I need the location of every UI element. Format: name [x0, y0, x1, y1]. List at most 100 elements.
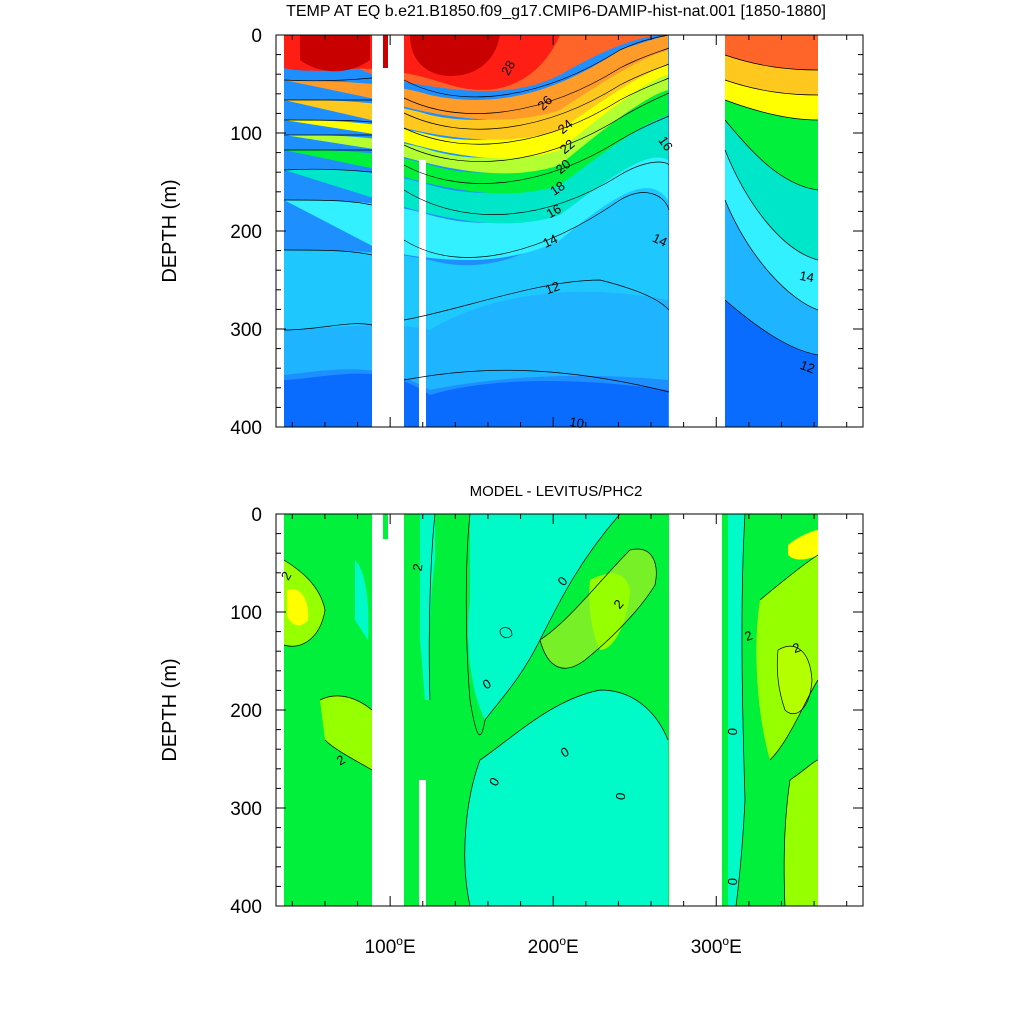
contour-label: 0: [725, 877, 741, 886]
x-tick-label: 200oE: [528, 934, 579, 958]
y-tick-label: 200: [230, 222, 262, 243]
diff-band-max: [287, 589, 309, 626]
contour-line: [283, 249, 373, 256]
island-strip-warm: [383, 35, 388, 68]
diff-band-pos: [589, 573, 630, 650]
diff-band-zero: [464, 690, 668, 906]
contour-line: [403, 35, 670, 98]
contour-line: [499, 627, 513, 639]
contour-line: [724, 119, 819, 191]
diff-band-pos-high: [777, 646, 812, 714]
contour-line: [724, 299, 819, 356]
contour-label: 16: [544, 201, 564, 221]
contour-label: 0: [725, 727, 741, 736]
contour-line: [319, 695, 373, 711]
bottom-x-axis: 100oE 200oE 300oE: [291, 514, 848, 958]
atl-band-12: [725, 200, 818, 355]
contour-line: [283, 323, 373, 331]
atl-band-18: [725, 100, 818, 190]
land-gap-narrow: [419, 780, 426, 906]
contour-line: [403, 63, 670, 130]
diff-band-zero: [468, 514, 620, 720]
land-gap-americas: [669, 514, 722, 906]
contour-line: [465, 514, 486, 735]
y-tick-label: 0: [251, 505, 262, 526]
contour-line: [324, 739, 373, 771]
contour-label: 2: [790, 639, 802, 656]
contour-label: 10: [568, 414, 585, 431]
island-strip: [383, 514, 388, 539]
land-gap-indonesia: [372, 35, 404, 427]
temp-band-29: [300, 35, 500, 76]
contour-label: 18: [547, 178, 567, 199]
contour-label: 28: [498, 58, 518, 78]
contour-line: [283, 119, 373, 123]
contour-line: [403, 92, 670, 162]
contour-label: 14: [650, 230, 669, 250]
y-tick-label: 200: [230, 701, 262, 722]
bottom-y-axis-label: DEPTH (m): [159, 658, 181, 761]
contour-label: 12: [543, 278, 562, 297]
top-temperature-section: TEMP AT EQ b.e21.B1850.f09_g17.CMIP6-DAM…: [159, 3, 864, 439]
y-tick-label: 100: [230, 124, 262, 145]
atl-band-14: [725, 150, 818, 310]
top-contour-lines: [283, 35, 819, 393]
contour-line: [539, 548, 657, 669]
contour-line: [484, 514, 621, 721]
contour-line: [769, 679, 819, 761]
land-gap-americas: [669, 35, 725, 427]
land-gap-indonesia: [372, 514, 404, 906]
temp-band-22: [284, 65, 668, 159]
contour-line: [724, 149, 819, 261]
contour-label: 0: [613, 791, 629, 801]
diff-band-pos: [784, 760, 818, 906]
top-x-axis: [291, 35, 848, 427]
contour-label: 2: [742, 627, 754, 644]
contour-line: [759, 554, 819, 601]
contour-label: 2: [410, 562, 426, 572]
contour-line: [479, 689, 669, 761]
bottom-chart-title: MODEL - LEVITUS/PHC2: [470, 483, 643, 500]
y-tick-label: 0: [251, 26, 262, 47]
y-tick-label: 300: [230, 799, 262, 820]
top-y-axis: 0 100 200 300 400: [230, 26, 863, 439]
contour-label: 12: [798, 357, 817, 376]
contour-line: [283, 559, 326, 647]
diff-band-pos: [320, 695, 372, 770]
contour-line: [403, 369, 670, 393]
contour-line: [776, 645, 813, 715]
contour-line: [403, 115, 670, 184]
y-tick-label: 300: [230, 320, 262, 341]
bottom-field: [276, 514, 863, 906]
contour-line: [724, 199, 819, 311]
contour-line: [464, 759, 481, 906]
diff-band-max: [788, 530, 818, 560]
y-tick-label: 100: [230, 603, 262, 624]
contour-line: [403, 192, 670, 258]
bottom-difference-section: MODEL - LEVITUS/PHC2: [159, 483, 864, 958]
contour-line: [403, 77, 670, 145]
top-y-axis-label: DEPTH (m): [159, 179, 181, 282]
diff-band-zero: [728, 514, 745, 906]
top-field: [276, 35, 863, 427]
contour-line: [283, 168, 373, 173]
atl-band-22: [725, 80, 818, 120]
contour-line: [735, 514, 746, 906]
atl-band-27: [725, 35, 818, 70]
x-tick-label: 300oE: [691, 934, 742, 958]
contour-label: 16: [655, 133, 676, 153]
contour-label: 14: [540, 231, 559, 251]
contour-line: [283, 77, 373, 82]
contour-line: [724, 99, 819, 121]
atl-band-16: [725, 120, 818, 260]
land-gap-narrow: [419, 160, 426, 427]
y-tick-label: 400: [230, 418, 262, 439]
contour-line: [428, 514, 436, 701]
contour-line: [403, 161, 670, 215]
contour-label: 14: [798, 268, 815, 285]
contour-line: [283, 199, 373, 206]
contour-line: [724, 54, 819, 71]
contour-line: [783, 759, 819, 906]
